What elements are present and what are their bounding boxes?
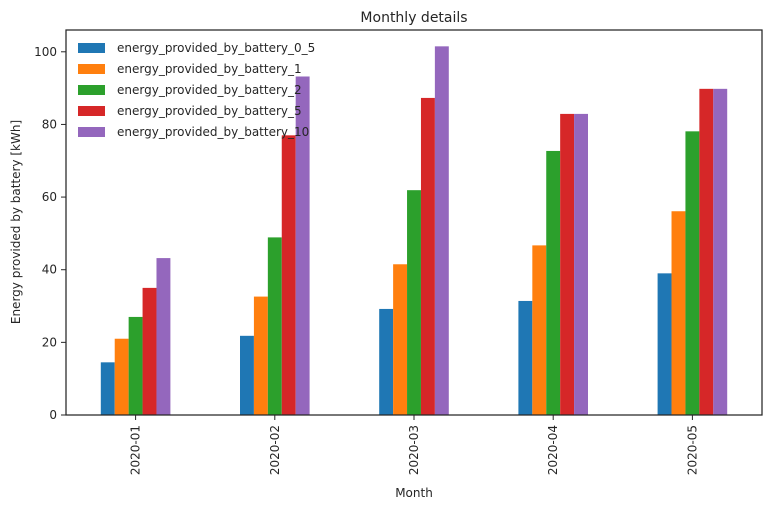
legend-label: energy_provided_by_battery_10 bbox=[117, 125, 309, 139]
bar-2020-03-series-4 bbox=[420, 97, 435, 416]
bar-2020-02-series-5 bbox=[295, 76, 310, 416]
bars-group bbox=[100, 46, 728, 416]
x-tick-label: 2020-01 bbox=[129, 425, 143, 475]
bar-2020-05-series-4 bbox=[699, 88, 714, 415]
bar-2020-01-series-4 bbox=[142, 287, 157, 415]
y-tick-label: 100 bbox=[34, 45, 57, 59]
bar-2020-04-series-1 bbox=[518, 300, 533, 415]
bar-2020-05-series-5 bbox=[713, 88, 728, 415]
x-axis-ticks: 2020-01 2020-02 2020-03 2020-04 2020-05 bbox=[129, 415, 699, 475]
bar-2020-05-series-2 bbox=[671, 211, 686, 415]
bar-2020-03-series-2 bbox=[393, 264, 408, 415]
y-axis-label: Energy provided by battery [kWh] bbox=[9, 120, 23, 324]
x-tick-label: 2020-03 bbox=[407, 425, 421, 475]
y-tick-label: 40 bbox=[42, 263, 57, 277]
x-tick-label: 2020-04 bbox=[546, 425, 560, 475]
legend: energy_provided_by_battery_0_5 energy_pro… bbox=[78, 41, 315, 139]
bar-2020-01-series-5 bbox=[156, 258, 171, 415]
x-tick-label: 2020-02 bbox=[268, 425, 282, 475]
legend-swatch bbox=[78, 106, 105, 116]
bar-2020-05-series-3 bbox=[685, 131, 700, 415]
legend-label: energy_provided_by_battery_5 bbox=[117, 104, 302, 118]
bar-2020-04-series-2 bbox=[532, 245, 547, 415]
legend-swatch bbox=[78, 127, 105, 137]
y-axis-ticks: 0 20 40 60 80 100 bbox=[34, 45, 66, 422]
bar-2020-03-series-1 bbox=[379, 308, 394, 415]
x-tick-label: 2020-05 bbox=[685, 425, 699, 475]
bar-2020-03-series-5 bbox=[434, 46, 449, 416]
legend-label: energy_provided_by_battery_2 bbox=[117, 83, 302, 97]
bar-2020-02-series-1 bbox=[240, 335, 254, 415]
x-axis-label: Month bbox=[395, 486, 433, 500]
y-tick-label: 60 bbox=[42, 190, 57, 204]
bar-2020-02-series-4 bbox=[281, 135, 296, 415]
bar-2020-05-series-1 bbox=[657, 273, 672, 415]
legend-swatch bbox=[78, 64, 105, 74]
bar-2020-03-series-3 bbox=[407, 190, 421, 415]
bar-2020-01-series-1 bbox=[100, 362, 115, 415]
bar-2020-01-series-2 bbox=[114, 338, 129, 415]
chart-title: Monthly details bbox=[360, 10, 467, 26]
y-tick-label: 20 bbox=[42, 335, 57, 349]
bar-2020-01-series-3 bbox=[128, 316, 143, 415]
bar-2020-02-series-3 bbox=[267, 237, 282, 415]
legend-label: energy_provided_by_battery_1 bbox=[117, 62, 302, 76]
legend-label: energy_provided_by_battery_0_5 bbox=[117, 41, 315, 55]
bar-2020-04-series-3 bbox=[546, 150, 561, 415]
y-tick-label: 80 bbox=[42, 117, 57, 131]
y-tick-label: 0 bbox=[49, 408, 57, 422]
plot-area-frame bbox=[65, 29, 763, 416]
legend-swatch bbox=[78, 85, 105, 95]
bar-2020-04-series-5 bbox=[574, 113, 588, 416]
bar-2020-02-series-2 bbox=[253, 296, 268, 415]
legend-swatch bbox=[78, 43, 105, 53]
bar-2020-04-series-4 bbox=[560, 113, 575, 416]
